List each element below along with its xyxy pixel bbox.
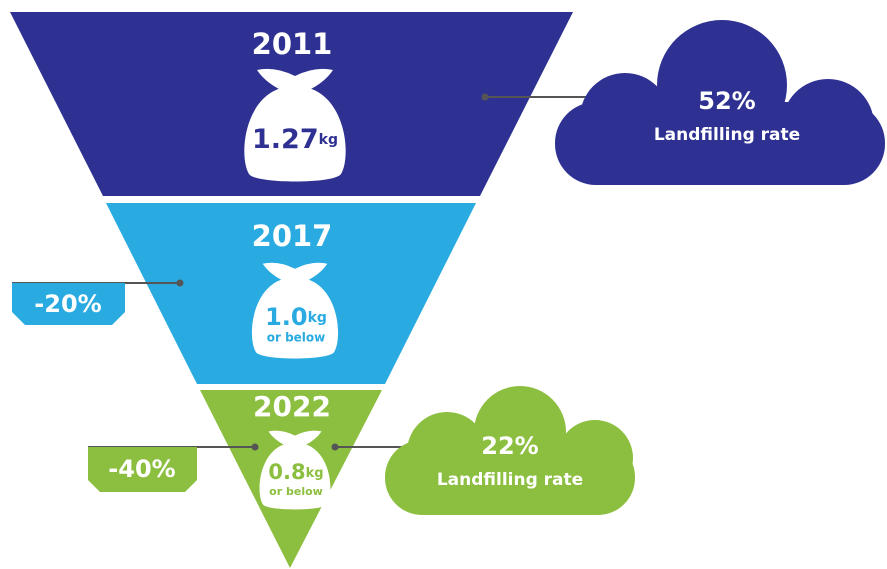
connector-dot [481, 93, 489, 101]
reduction-tab [12, 283, 125, 325]
cloud-rate: 22% [481, 432, 538, 460]
year: 2022 [253, 390, 331, 423]
reduction-label: -40% [108, 455, 175, 483]
amount-value: 1.0 [265, 303, 308, 331]
amount-unit: kg [319, 132, 338, 148]
reduction-label: -20% [34, 290, 101, 318]
year: 2017 [252, 219, 333, 253]
amount-value: 1.27 [252, 124, 319, 155]
amount-value: 0.8 [268, 460, 305, 484]
connector-dot [176, 279, 184, 287]
amount-unit: kg [306, 466, 324, 481]
amount: 1.0kg [265, 303, 327, 331]
amount-note: or below [269, 485, 323, 498]
amount: 1.27kg [252, 124, 338, 155]
year: 2011 [252, 27, 333, 61]
connector-dot [331, 443, 339, 451]
amount-unit: kg [308, 310, 327, 326]
connector-dot [251, 443, 259, 451]
cloud-label: Landfilling rate [654, 125, 800, 145]
reduction-tab [88, 447, 197, 492]
amount-note: or below [267, 331, 326, 345]
cloud [385, 386, 635, 515]
cloud [555, 20, 885, 185]
amount: 0.8kg [268, 460, 323, 484]
cloud-label: Landfilling rate [437, 470, 583, 490]
cloud-rate: 52% [698, 87, 755, 115]
